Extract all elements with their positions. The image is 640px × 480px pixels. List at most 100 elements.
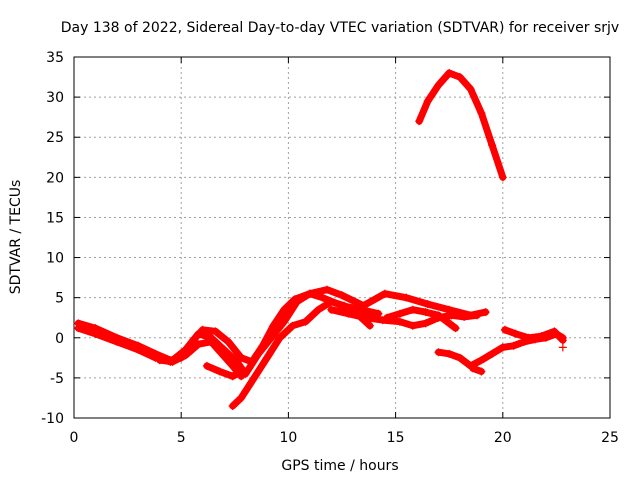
data-point	[250, 373, 259, 382]
data-point	[215, 367, 224, 376]
data-point	[443, 317, 452, 326]
data-points	[74, 69, 567, 410]
data-point	[224, 337, 233, 346]
data-point	[361, 313, 370, 322]
data-point	[322, 285, 331, 294]
data-point	[423, 97, 432, 106]
y-tick-labels: -10 -5 0 5 10 15 20 25 30 35	[41, 50, 64, 427]
data-point	[262, 353, 271, 362]
data-point	[383, 313, 392, 322]
y-tick-label: -10	[41, 411, 64, 427]
x-tick-label: 20	[494, 430, 512, 446]
data-point	[357, 305, 366, 314]
series-track-5	[228, 297, 374, 410]
data-point	[232, 369, 241, 378]
data-point	[498, 343, 507, 352]
data-point	[434, 311, 443, 320]
data-point	[511, 329, 520, 338]
data-point	[217, 349, 226, 358]
x-tick-label: 15	[387, 430, 405, 446]
data-point	[74, 324, 83, 333]
data-point	[301, 317, 310, 326]
data-point	[455, 73, 464, 82]
data-point	[134, 345, 143, 354]
y-tick-label: 5	[55, 291, 64, 307]
series-track-11	[500, 325, 567, 345]
data-point	[423, 300, 432, 309]
y-axis-label: SDTVAR / TECUs	[8, 180, 24, 295]
data-point	[292, 297, 301, 306]
data-point	[468, 364, 477, 373]
data-point	[550, 327, 559, 336]
data-point	[280, 317, 289, 326]
data-point	[237, 353, 246, 362]
data-point	[421, 319, 430, 328]
data-point	[434, 81, 443, 90]
data-point	[194, 329, 203, 338]
data-point	[327, 305, 336, 314]
data-point	[211, 327, 220, 336]
data-point	[275, 333, 284, 342]
data-point	[473, 311, 482, 320]
data-point	[408, 305, 417, 314]
data-point	[509, 341, 518, 350]
data-point	[194, 340, 203, 349]
data-point	[380, 289, 389, 298]
data-point	[232, 357, 241, 366]
data-point	[395, 317, 404, 326]
data-point	[228, 372, 237, 381]
data-point	[488, 349, 497, 358]
chart-title: Day 138 of 2022, Sidereal Day-to-day VTE…	[61, 20, 619, 36]
data-point	[237, 393, 246, 402]
data-point	[269, 321, 278, 330]
data-point	[500, 325, 509, 334]
data-point	[207, 337, 216, 346]
series-trace	[229, 298, 374, 410]
data-point	[280, 305, 289, 314]
data-point	[445, 69, 454, 78]
data-point	[168, 357, 177, 366]
x-tick-label: 5	[177, 430, 186, 446]
data-point	[460, 312, 469, 321]
data-point	[288, 321, 297, 330]
data-point	[112, 337, 121, 346]
data-point	[338, 291, 346, 300]
data-point	[267, 333, 276, 342]
data-point	[451, 324, 460, 333]
series-track-8	[415, 69, 507, 182]
data-point	[434, 348, 443, 357]
data-point	[365, 321, 374, 330]
data-point	[558, 336, 567, 345]
data-point	[488, 141, 497, 150]
data-point	[421, 308, 430, 317]
data-point	[524, 333, 533, 342]
data-point	[447, 311, 456, 320]
data-point	[202, 361, 211, 370]
series-trace	[501, 326, 567, 344]
data-point	[445, 349, 454, 358]
data-point	[254, 349, 263, 358]
data-point	[477, 109, 486, 118]
x-tick-labels: 0 5 10 15 20 25	[70, 430, 619, 446]
y-tick-label: 20	[46, 170, 64, 186]
data-point	[477, 356, 486, 365]
series-trace	[156, 338, 245, 380]
y-tick-label: 0	[55, 331, 64, 347]
y-tick-label: 30	[46, 90, 64, 106]
series-trace	[415, 69, 507, 181]
y-tick-label: -5	[50, 371, 64, 387]
series-track-7	[383, 305, 460, 333]
data-point	[155, 356, 164, 365]
data-point	[344, 309, 353, 318]
data-point	[314, 305, 323, 314]
data-point	[481, 308, 490, 317]
y-tick-label: 25	[46, 130, 64, 146]
data-point	[408, 321, 417, 330]
data-point	[181, 351, 190, 360]
data-point	[466, 85, 475, 94]
data-point	[340, 301, 349, 310]
series-track-4	[202, 361, 241, 381]
data-point	[91, 329, 100, 338]
grid	[73, 56, 611, 419]
